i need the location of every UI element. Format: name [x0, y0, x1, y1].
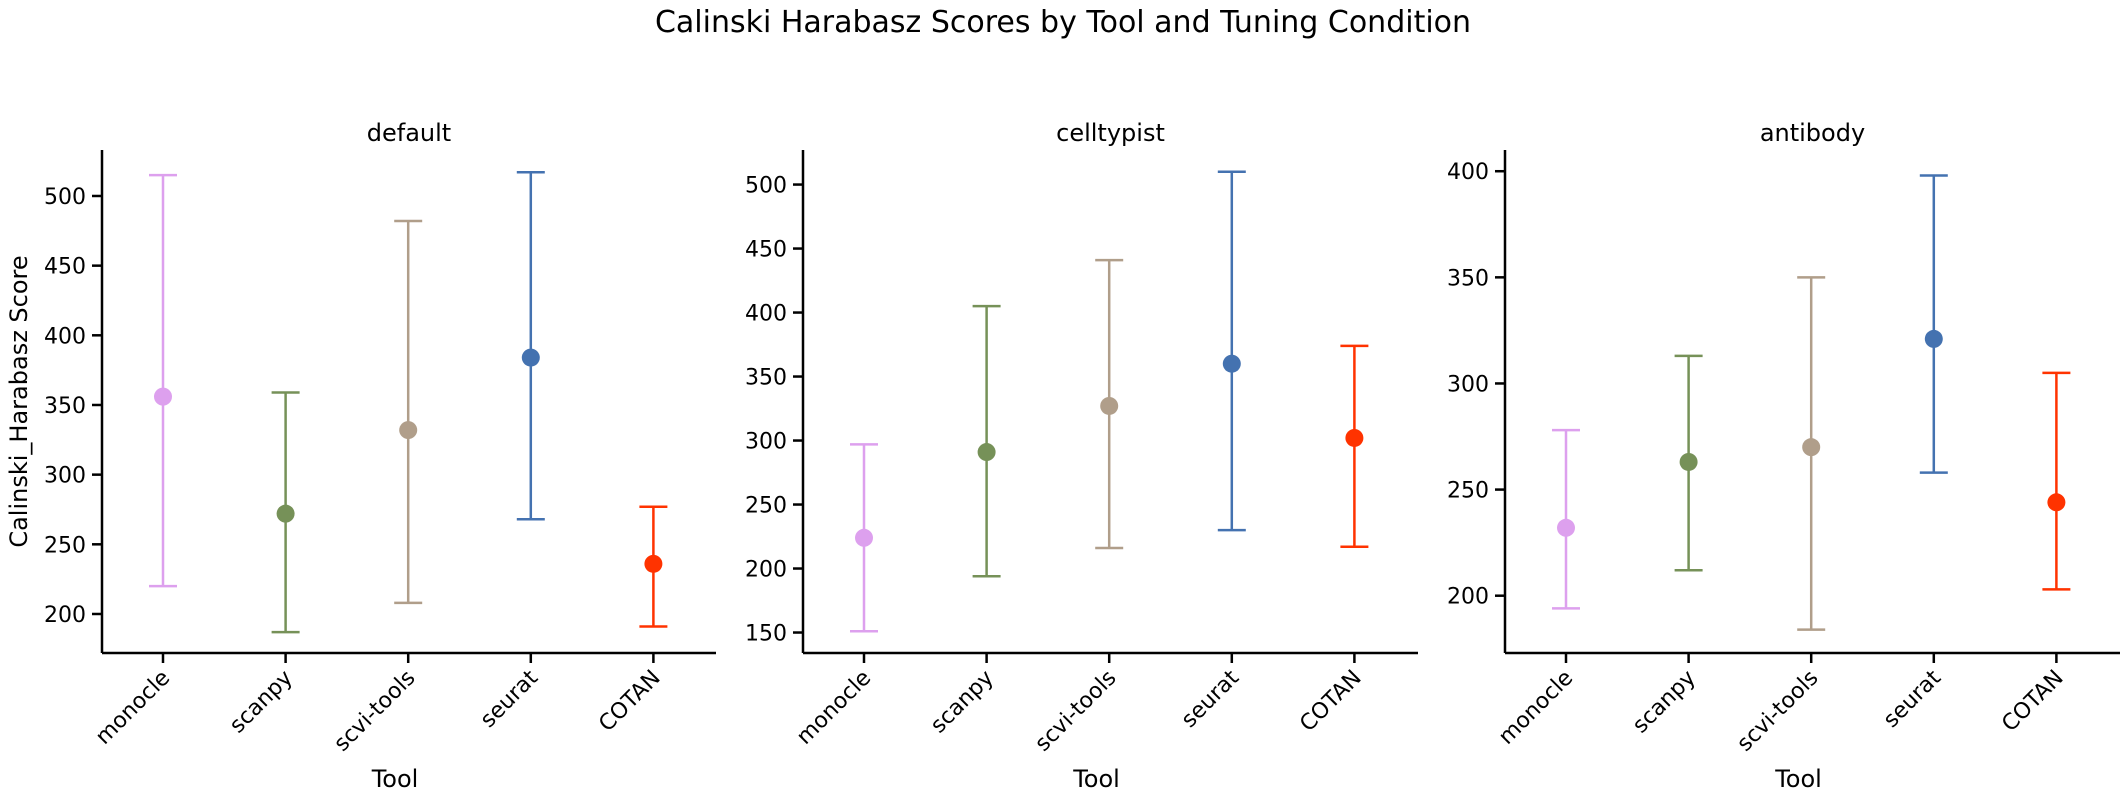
y-tick-label: 500	[44, 185, 86, 210]
mean-point-COTAN	[1345, 428, 1364, 447]
y-tick-label: 350	[1447, 266, 1489, 291]
mean-point-monocle	[855, 528, 873, 547]
mean-point-monocle	[154, 387, 172, 406]
x-tick-label: monocle	[91, 666, 175, 750]
x-axis-label: Tool	[371, 765, 419, 793]
y-tick-label: 300	[1447, 372, 1489, 397]
x-tick-label: scanpy	[1628, 666, 1701, 739]
mean-point-scanpy	[977, 443, 996, 462]
y-tick-label: 500	[745, 174, 787, 199]
y-tick-label: 450	[44, 255, 86, 280]
x-tick-label: scvi-tools	[1732, 666, 1823, 757]
y-tick-label: 250	[745, 494, 787, 519]
x-tick-label: seurat	[1879, 665, 1947, 733]
y-tick-label: 150	[745, 622, 787, 647]
x-tick-label: monocle	[792, 666, 876, 750]
panel-title: default	[367, 119, 451, 147]
y-tick-label: 450	[745, 238, 787, 263]
y-axis-label: Calinski_Harabasz Score	[5, 255, 33, 547]
panel-1: celltypist 150 200 250 300 350 400 450 500 monocl…	[745, 119, 1418, 793]
y-tick-label: 200	[745, 558, 787, 583]
x-tick-label: seurat	[1177, 665, 1245, 733]
mean-point-scvi-tools	[399, 421, 418, 440]
y-tick-label: 300	[745, 430, 787, 455]
y-tick-label: 200	[1447, 585, 1489, 610]
x-tick-label: COTAN	[1295, 666, 1366, 737]
mean-point-COTAN	[644, 554, 663, 573]
panel-0: default 200 250 300 350 400 450 500 Calinski_Har…	[5, 119, 716, 793]
mean-point-seurat	[1222, 354, 1241, 373]
panel-2: antibody 200 250 300 350 400 monocle scanpy scvi…	[1447, 119, 2120, 793]
mean-point-scvi-tools	[1100, 396, 1119, 415]
mean-point-seurat	[521, 348, 540, 367]
x-tick-label: scvi-tools	[1030, 666, 1121, 757]
y-tick-label: 250	[44, 533, 86, 558]
x-tick-label: COTAN	[1997, 666, 2068, 737]
panel-title: celltypist	[1056, 119, 1165, 147]
x-tick-label: scvi-tools	[329, 666, 420, 757]
mean-point-COTAN	[2047, 493, 2066, 512]
y-tick-label: 400	[1447, 160, 1489, 185]
figure-title: Calinski Harabasz Scores by Tool and Tun…	[655, 5, 1471, 40]
mean-point-monocle	[1557, 518, 1575, 537]
y-tick-label: 400	[745, 302, 787, 327]
y-tick-label: 300	[44, 464, 86, 489]
mean-point-seurat	[1924, 329, 1943, 348]
panel-title: antibody	[1760, 119, 1865, 147]
y-tick-label: 400	[44, 324, 86, 349]
y-tick-label: 250	[1447, 479, 1489, 504]
x-tick-label: monocle	[1494, 666, 1578, 750]
mean-point-scanpy	[1679, 452, 1698, 471]
x-tick-label: seurat	[476, 665, 544, 733]
y-tick-label: 350	[44, 394, 86, 419]
mean-point-scvi-tools	[1802, 438, 1821, 457]
x-axis-label: Tool	[1072, 765, 1120, 793]
x-tick-label: scanpy	[926, 666, 999, 739]
y-tick-label: 200	[44, 603, 86, 628]
x-tick-label: scanpy	[225, 666, 298, 739]
mean-point-scanpy	[276, 504, 295, 523]
x-tick-label: COTAN	[594, 666, 665, 737]
y-tick-label: 350	[745, 366, 787, 391]
x-axis-label: Tool	[1774, 765, 1822, 793]
